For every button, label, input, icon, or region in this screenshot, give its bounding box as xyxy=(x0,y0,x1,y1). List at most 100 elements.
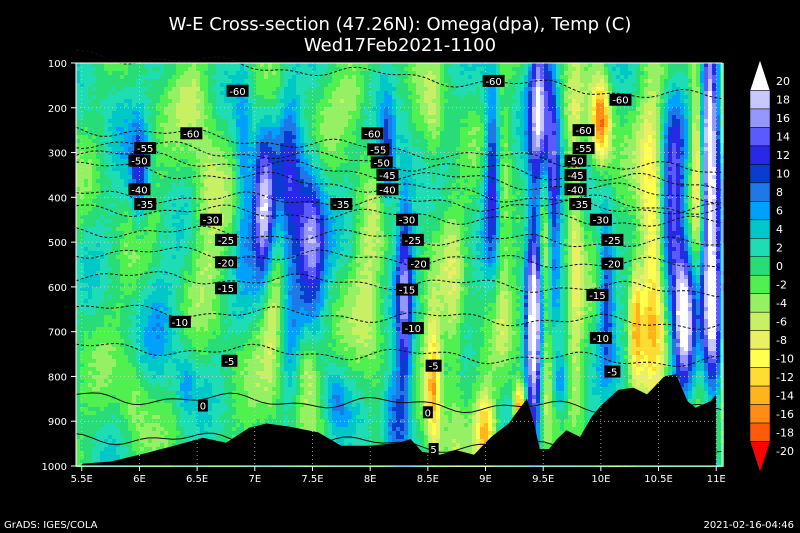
omega-cell xyxy=(192,91,196,95)
omega-cell xyxy=(436,147,440,151)
omega-cell xyxy=(320,147,324,151)
omega-cell xyxy=(364,107,368,111)
omega-cell xyxy=(712,151,716,155)
omega-cell xyxy=(344,63,348,67)
omega-cell xyxy=(332,139,336,143)
omega-cell xyxy=(344,123,348,127)
omega-cell xyxy=(156,171,160,175)
omega-cell xyxy=(660,103,664,107)
omega-cell xyxy=(700,139,704,143)
omega-cell xyxy=(276,159,280,163)
omega-cell xyxy=(520,79,524,83)
omega-cell xyxy=(124,87,128,91)
omega-cell xyxy=(456,127,460,131)
omega-cell xyxy=(660,71,664,75)
omega-cell xyxy=(220,87,224,91)
omega-cell xyxy=(696,131,700,135)
omega-cell xyxy=(480,127,484,131)
omega-cell xyxy=(300,163,304,167)
omega-cell xyxy=(692,143,696,147)
omega-cell xyxy=(132,171,136,175)
omega-cell xyxy=(164,83,168,87)
omega-cell xyxy=(112,119,116,123)
omega-cell xyxy=(288,115,292,119)
omega-cell xyxy=(560,163,564,167)
omega-cell xyxy=(708,123,712,127)
omega-cell xyxy=(324,175,328,179)
omega-cell xyxy=(564,127,568,131)
omega-cell xyxy=(676,111,680,115)
omega-cell xyxy=(248,67,252,71)
omega-cell xyxy=(416,95,420,99)
omega-cell xyxy=(328,183,332,187)
omega-cell xyxy=(552,75,556,79)
omega-cell xyxy=(484,119,488,123)
omega-cell xyxy=(448,115,452,119)
omega-cell xyxy=(536,83,540,87)
omega-cell xyxy=(528,163,532,167)
omega-cell xyxy=(224,159,228,163)
omega-cell xyxy=(448,167,452,171)
omega-cell xyxy=(240,127,244,131)
omega-cell xyxy=(384,111,388,115)
omega-cell xyxy=(268,183,272,187)
omega-cell xyxy=(632,123,636,127)
omega-cell xyxy=(704,119,708,123)
omega-cell xyxy=(400,147,404,151)
omega-cell xyxy=(328,139,332,143)
omega-cell xyxy=(504,163,508,167)
omega-cell xyxy=(248,91,252,95)
omega-cell xyxy=(704,167,708,171)
omega-cell xyxy=(344,71,348,75)
omega-cell xyxy=(372,79,376,83)
omega-cell xyxy=(476,143,480,147)
omega-cell xyxy=(452,63,456,67)
omega-cell xyxy=(616,79,620,83)
omega-cell xyxy=(424,107,428,111)
omega-cell xyxy=(320,95,324,99)
omega-cell xyxy=(268,179,272,183)
omega-cell xyxy=(268,127,272,131)
omega-cell xyxy=(604,79,608,83)
omega-cell xyxy=(188,171,192,175)
omega-cell xyxy=(672,119,676,123)
omega-cell xyxy=(708,139,712,143)
omega-cell xyxy=(476,123,480,127)
omega-cell xyxy=(640,167,644,171)
omega-cell xyxy=(504,71,508,75)
omega-cell xyxy=(176,99,180,103)
omega-cell xyxy=(160,143,164,147)
omega-cell xyxy=(348,103,352,107)
omega-cell xyxy=(444,103,448,107)
omega-cell xyxy=(448,95,452,99)
omega-cell xyxy=(660,131,664,135)
omega-cell xyxy=(456,179,460,183)
omega-cell xyxy=(548,143,552,147)
omega-cell xyxy=(516,159,520,163)
omega-cell xyxy=(172,175,176,179)
omega-cell xyxy=(364,155,368,159)
omega-cell xyxy=(664,111,668,115)
omega-cell xyxy=(204,135,208,139)
omega-cell xyxy=(340,83,344,87)
omega-cell xyxy=(216,67,220,71)
omega-cell xyxy=(184,167,188,171)
omega-cell xyxy=(208,159,212,163)
omega-cell xyxy=(188,159,192,163)
omega-cell xyxy=(428,163,432,167)
omega-cell xyxy=(652,159,656,163)
omega-cell xyxy=(428,91,432,95)
omega-cell xyxy=(380,115,384,119)
omega-cell xyxy=(660,151,664,155)
omega-cell xyxy=(316,159,320,163)
omega-cell xyxy=(668,127,672,131)
omega-cell xyxy=(244,147,248,151)
omega-cell xyxy=(448,175,452,179)
omega-cell xyxy=(460,163,464,167)
omega-cell xyxy=(140,63,144,67)
omega-cell xyxy=(684,179,688,183)
omega-cell xyxy=(524,79,528,83)
omega-cell xyxy=(520,75,524,79)
omega-cell xyxy=(308,139,312,143)
